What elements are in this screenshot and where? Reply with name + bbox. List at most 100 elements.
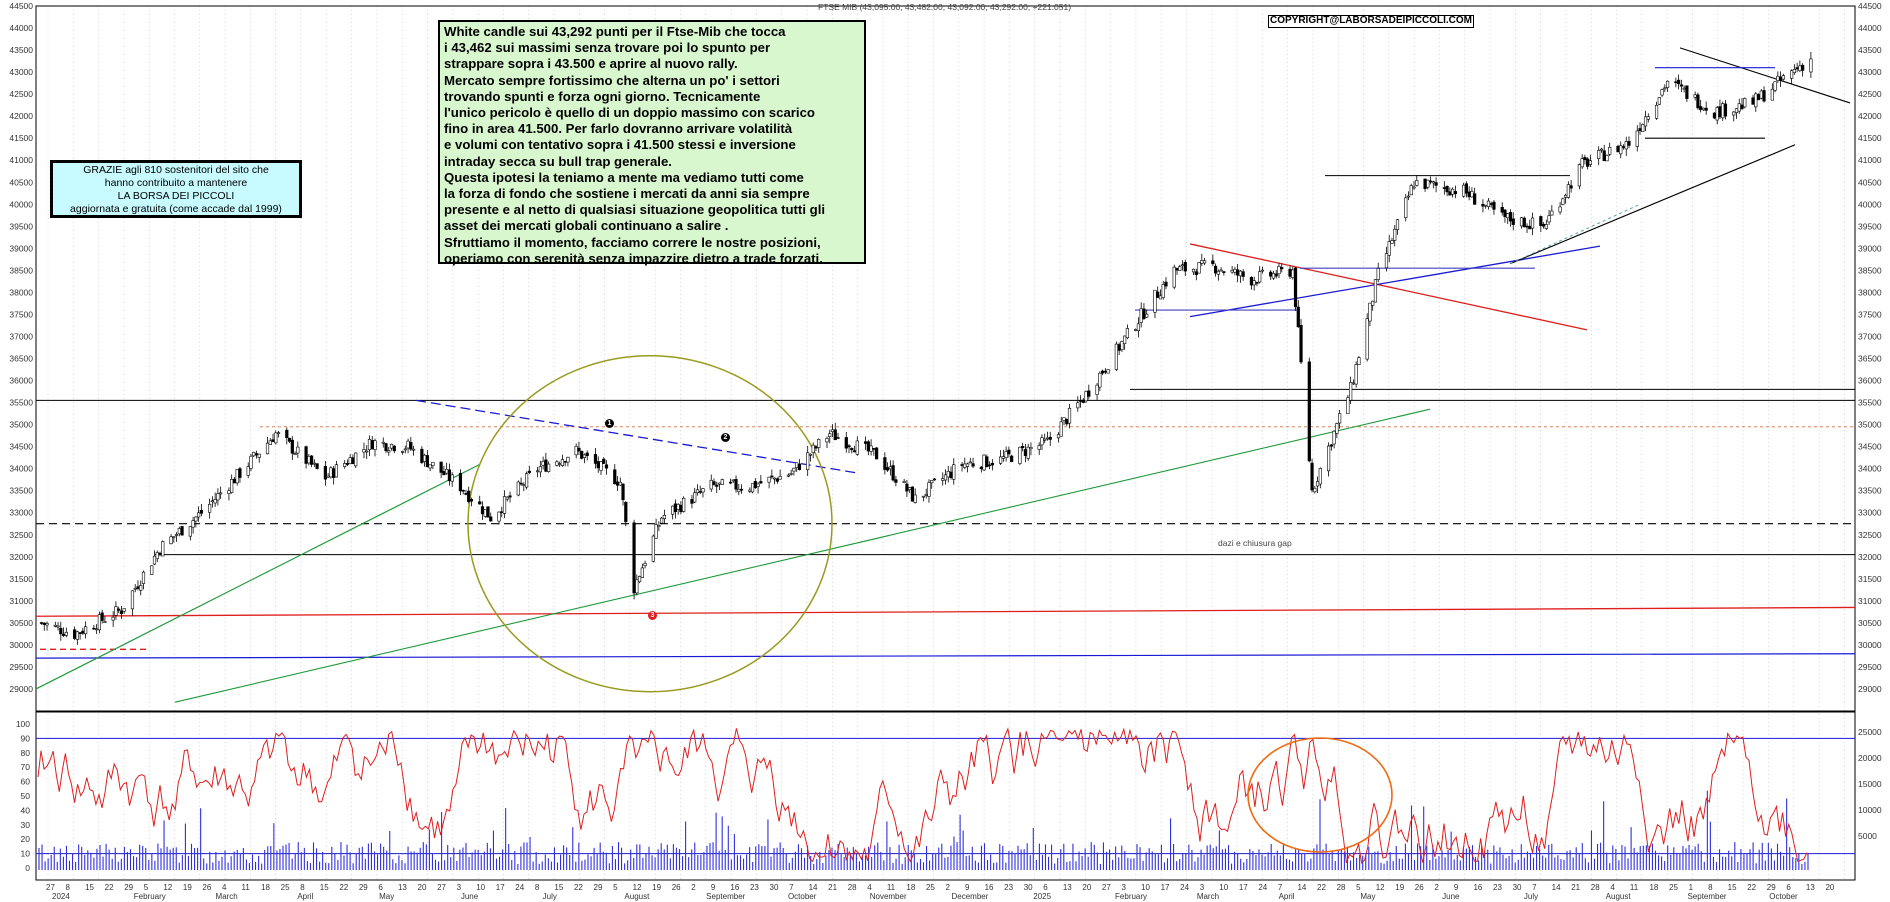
day-label: 2 (946, 883, 951, 892)
candle-body (1467, 191, 1471, 198)
candle-body (599, 461, 603, 471)
thanks-line: GRAZIE agli 810 sostenitori del sito che (83, 164, 269, 176)
candle-body (593, 454, 598, 464)
candle-body (75, 631, 79, 640)
candle-body (767, 476, 771, 483)
candle-body (1313, 487, 1317, 493)
candle-body (310, 455, 314, 465)
candle-body (169, 536, 173, 545)
price-tick-right: 32000 (1858, 552, 1882, 562)
candle-body (1197, 262, 1201, 274)
candle-body (1393, 228, 1397, 241)
candle-body (1065, 418, 1069, 425)
red-horizontal-line (35, 606, 1856, 617)
candle-body (1561, 198, 1565, 205)
vertical-grid (47, 6, 1845, 880)
candle-body (643, 562, 647, 566)
candle-body (1699, 106, 1703, 110)
price-tick-right: 43000 (1858, 67, 1882, 77)
candle-body (1117, 344, 1121, 351)
candle-body (524, 473, 529, 488)
candle-body (913, 494, 917, 503)
candle-body (1078, 400, 1083, 402)
candle-body (406, 440, 410, 449)
candle-body (158, 552, 162, 555)
price-tick-left: 36500 (9, 354, 33, 364)
candle-body (235, 469, 239, 484)
candle-body (1588, 160, 1593, 165)
candle-body (296, 446, 300, 454)
candle-body (1076, 402, 1080, 409)
day-label: 29 (359, 883, 368, 892)
candle-body (1798, 65, 1802, 72)
candle-body (728, 481, 733, 484)
candle-body (979, 466, 983, 470)
candle-body (56, 625, 60, 628)
osc-tick: 80 (21, 748, 31, 758)
candle-body (1219, 269, 1223, 272)
day-label: 15 (554, 883, 563, 892)
note-line: Mercato sempre fortissimo che alterna un… (444, 72, 780, 88)
candle-body (748, 489, 752, 492)
candle-body (180, 526, 184, 536)
candle-body (1081, 399, 1085, 403)
badge-three: 3 (648, 611, 657, 620)
candle-body (1547, 215, 1551, 223)
candle-body (1310, 462, 1314, 491)
candle-body (1597, 150, 1601, 159)
candle-body (632, 522, 636, 594)
candle-body (577, 447, 581, 452)
candle-body (1577, 164, 1581, 187)
day-label: 7 (1278, 883, 1283, 892)
price-tick-left: 35000 (9, 420, 33, 430)
candle-body (1679, 84, 1683, 87)
day-label: 22 (574, 883, 583, 892)
candle-body (585, 452, 589, 457)
candle-body (373, 440, 377, 450)
candle-body (1701, 107, 1706, 111)
candle-body (863, 441, 868, 444)
candle-body (1029, 447, 1033, 450)
candle-body (1674, 81, 1678, 84)
day-label: 13 (1806, 883, 1815, 892)
day-label: 10 (476, 883, 485, 892)
candle-body (95, 628, 99, 631)
candle-body (538, 466, 542, 473)
candle-body (943, 474, 948, 481)
candle-body (1371, 300, 1375, 306)
candle-body (1657, 97, 1661, 105)
month-label: October (788, 892, 817, 901)
candle-body (1682, 87, 1686, 90)
day-label: 6 (1043, 883, 1048, 892)
day-label: 20 (1082, 883, 1091, 892)
candle-body (1332, 430, 1336, 445)
price-tick-left: 32500 (9, 530, 33, 540)
candle-body (712, 481, 716, 485)
candle-body (1315, 481, 1320, 487)
price-tick-left: 42000 (9, 111, 33, 121)
day-label: 5 (144, 883, 149, 892)
candle-body (563, 461, 567, 463)
blue-horizontal-line (35, 653, 1856, 659)
candle-body (679, 504, 683, 513)
day-label: 4 (867, 883, 872, 892)
candle-body (544, 459, 548, 472)
candle-body (1470, 191, 1474, 198)
candle-body (1180, 264, 1185, 267)
price-tick-right: 30000 (1858, 640, 1882, 650)
teal-dashed-trend (1509, 203, 1641, 265)
candle-body (502, 496, 507, 514)
candle-body (522, 484, 526, 486)
candle-body (428, 464, 432, 469)
month-label: June (1442, 892, 1460, 901)
day-label: 27 (1102, 883, 1111, 892)
note-line: fino in area 41.500. Per farlo dovranno … (444, 121, 793, 137)
candle-body (1318, 468, 1322, 485)
candle-body (188, 526, 192, 537)
osc-tick: 50 (21, 791, 31, 801)
candle-body (81, 630, 85, 634)
candle-body (447, 469, 452, 482)
candle-body (527, 470, 531, 473)
candle-body (199, 510, 203, 514)
day-label: 16 (730, 883, 739, 892)
